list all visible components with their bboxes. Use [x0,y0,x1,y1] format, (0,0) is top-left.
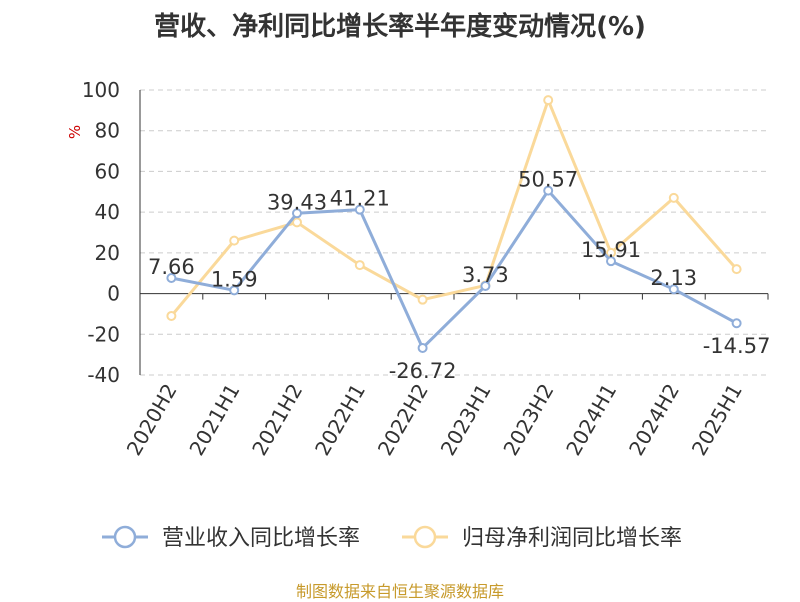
data-label: 1.59 [211,267,258,291]
data-labels: 7.66 1.59 39.43 41.21 -26.72 3.73 50.57 15.91 2.… [148,168,770,383]
y-tick-label: 20 [95,241,120,265]
legend-label: 归母净利润同比增长率 [462,526,682,551]
data-point [480,280,491,291]
x-tick-label: 2025H1 [687,380,747,460]
x-tick-label: 2021H2 [247,380,307,460]
data-label: 41.21 [330,187,390,211]
data-label: 2.13 [650,266,697,290]
data-point [166,272,177,283]
x-tick-label: 2023H1 [436,380,496,460]
legend: 营业收入同比增长率 归母净利润同比增长率 [102,525,682,551]
y-tick-label: 100 [82,78,120,102]
legend-swatch-marker [113,525,137,549]
legend-swatch-marker [413,525,437,549]
chart-title: 营收、净利同比增长率半年度变动情况(%) [154,12,646,42]
grid-lines [140,89,768,376]
data-label: 39.43 [267,190,327,214]
y-tick-label: 80 [95,119,120,143]
x-tick-label: 2022H2 [373,380,433,460]
source-note: 制图数据来自恒生聚源数据库 [295,582,504,601]
x-tick-label: 2024H2 [624,380,684,460]
series-layer [166,95,742,353]
data-label: 15.91 [581,238,641,262]
data-point [543,185,554,196]
data-point [731,318,742,329]
data-label: -14.57 [703,334,771,358]
data-point [668,192,679,203]
data-label: 7.66 [148,255,195,279]
y-tick-label: 0 [107,282,120,306]
data-point [731,264,742,275]
series-line-1 [170,98,738,317]
x-tick-label: 2024H1 [561,380,621,460]
data-point [229,235,240,246]
data-point [354,204,365,215]
data-point [166,310,177,321]
y-tick-label: 40 [95,200,120,224]
x-tick-label: 2022H1 [310,380,370,460]
data-label: -26.72 [389,359,457,383]
x-tick-label: 2020H2 [122,380,182,460]
x-tick-label: 2023H2 [498,380,558,460]
y-tick-label: -20 [87,322,120,346]
data-point [417,294,428,305]
data-point [292,208,302,219]
data-label: 50.57 [518,168,578,192]
y-tick-label: 60 [95,159,120,183]
data-point [543,95,554,106]
data-point [606,256,616,267]
y-axis-label: % [66,125,84,139]
data-point [668,284,679,295]
data-label: 3.73 [462,263,509,287]
legend-label: 营业收入同比增长率 [162,526,360,551]
data-point [229,285,240,296]
data-point [417,342,428,353]
x-tick-label: 2021H1 [184,380,244,460]
y-tick-label: -40 [87,363,120,387]
data-point [354,260,365,271]
series-line-0 [171,189,738,350]
data-point [292,217,302,228]
